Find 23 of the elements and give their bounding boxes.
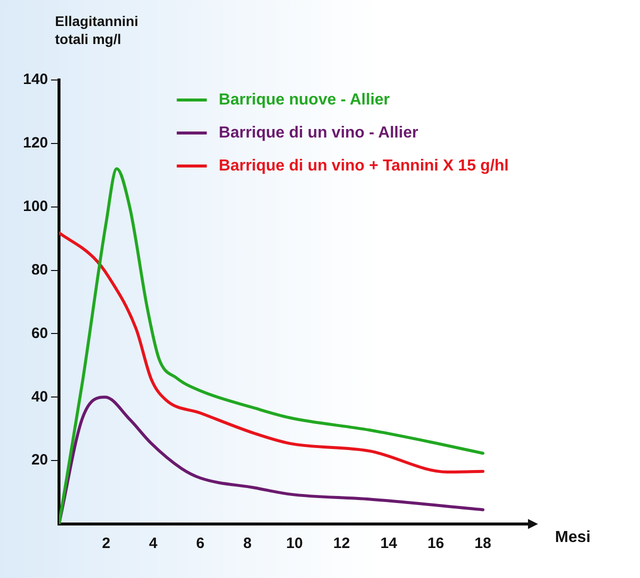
x-tick-label: 4 <box>149 535 158 552</box>
y-axis-title: Ellagitannini totali mg/l <box>55 13 138 47</box>
line-series <box>59 231 484 474</box>
y-tick-label: 60 <box>31 324 48 342</box>
x-tick-label: 18 <box>474 535 492 552</box>
x-tick-label: 6 <box>196 535 204 552</box>
y-tick-label: 40 <box>31 388 48 406</box>
y-tick-label: 20 <box>31 452 48 469</box>
x-tick-label: 8 <box>243 535 252 552</box>
x-tick-label: 14 <box>380 535 398 552</box>
y-tick-label: 140 <box>22 71 48 88</box>
y-tick-label: 100 <box>22 198 48 215</box>
line-series <box>59 396 484 524</box>
y-tick-label: 80 <box>31 261 48 278</box>
x-tick-label: 16 <box>427 535 444 552</box>
legend-label: Barrique di un vino + Tannini X 15 g/hl <box>218 157 509 174</box>
y-tick-label: 120 <box>22 134 48 152</box>
x-tick-label: 2 <box>102 535 110 552</box>
x-axis-title: Mesi <box>555 529 591 546</box>
legend-label: Barrique di un vino - Allier <box>218 124 418 142</box>
x-tick-label: 10 <box>286 535 303 552</box>
x-tick-label: 12 <box>333 535 350 552</box>
legend-label: Barrique nuove - Allier <box>218 91 390 108</box>
